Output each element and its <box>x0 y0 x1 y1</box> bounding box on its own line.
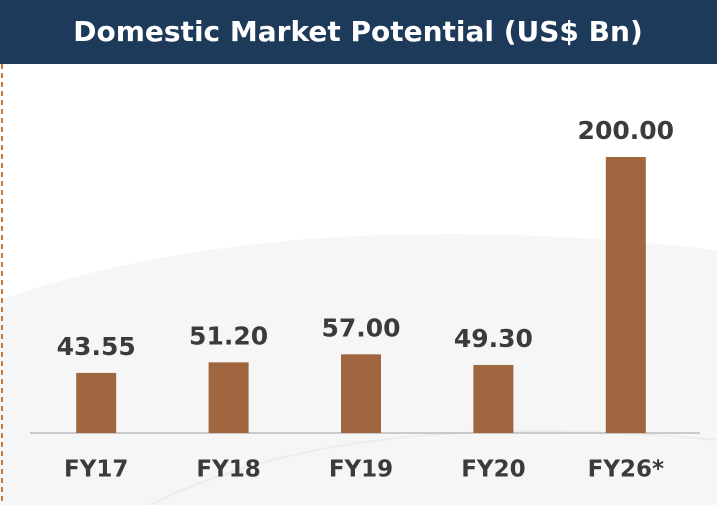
x-tick-label: FY18 <box>196 457 260 483</box>
chart-title: Domestic Market Potential (US$ Bn) <box>73 15 643 48</box>
bar <box>473 364 514 433</box>
bar <box>76 372 117 433</box>
bar <box>208 362 249 433</box>
x-tick-label: FY26* <box>588 457 664 483</box>
bar <box>341 354 381 433</box>
value-label: 57.00 <box>321 313 400 342</box>
value-label: 43.55 <box>57 332 136 361</box>
value-label: 51.20 <box>189 321 268 350</box>
title-bar <box>0 0 717 64</box>
x-tick-label: FY20 <box>461 457 525 483</box>
value-label: 200.00 <box>578 116 674 145</box>
x-tick-label: FY19 <box>329 457 393 483</box>
value-label: 49.30 <box>454 324 533 353</box>
bar <box>605 157 646 433</box>
x-tick-label: FY17 <box>64 457 128 483</box>
